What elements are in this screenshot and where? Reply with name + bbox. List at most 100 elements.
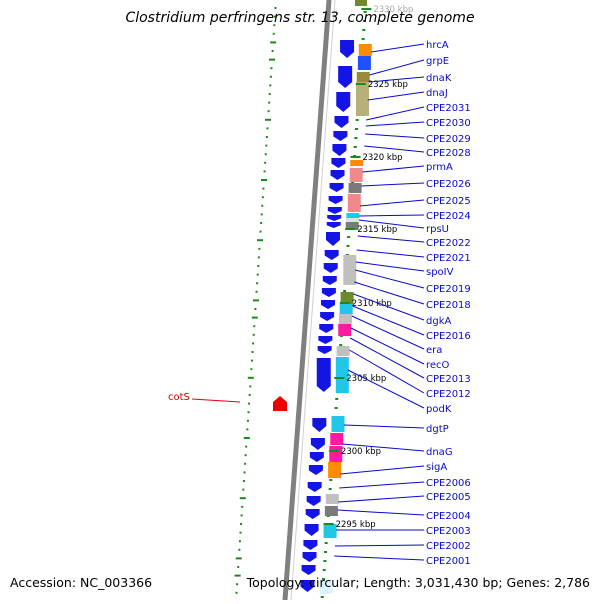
gene-arrow (300, 580, 315, 592)
gene-arrow (306, 496, 321, 506)
gene-leader-line (339, 481, 425, 489)
gene-arrow (326, 222, 341, 228)
gene-leader-line (347, 369, 425, 409)
kbp-label: 2325 kbp (368, 80, 408, 90)
gene-leader-line (338, 495, 425, 503)
gene-label: CPE2006 (426, 478, 471, 489)
gene-feature-block (350, 160, 364, 166)
gene-arrow (305, 509, 320, 519)
gene-leader-line (340, 465, 425, 475)
map-title: Clostridium perfringens str. 13, complet… (125, 10, 475, 26)
gene-label: CPE2024 (426, 211, 471, 222)
gene-label: CPE2030 (426, 118, 471, 129)
gene-label: dnaG (426, 447, 453, 458)
gene-arrow (327, 207, 342, 214)
gene-feature-block (323, 524, 337, 538)
gene-arrow (317, 346, 332, 354)
gene-arrow (336, 92, 351, 112)
gene-label: recO (426, 360, 450, 371)
gene-feature-block (356, 72, 370, 82)
gene-leader-line (349, 337, 425, 379)
gene-leader-line (334, 555, 425, 561)
gene-arrow (333, 131, 348, 141)
gene-leader-line (343, 424, 425, 429)
kbp-label: 2320 kbp (362, 153, 402, 163)
gene-label: CPE2019 (426, 284, 471, 295)
gene-arrow (321, 300, 335, 309)
accession-text: Accession: NC_003366 (10, 575, 153, 590)
gene-feature-block (358, 44, 372, 56)
gene-feature-block (336, 346, 350, 356)
gene-label: dgtP (426, 424, 449, 435)
gene-arrow (325, 232, 340, 246)
gene-label: dgkA (426, 316, 451, 327)
gene-feature-block (330, 433, 344, 445)
gene-feature-block (346, 218, 360, 222)
gene-arrow (307, 482, 322, 492)
gene-label: rpsU (426, 224, 449, 235)
gene-feature-block (339, 304, 353, 314)
gene-arrow (308, 465, 323, 475)
gene-leader-line (334, 544, 425, 547)
gene-arrow (329, 183, 344, 192)
gene-arrow (318, 336, 333, 344)
gene-label: CPE2003 (426, 526, 471, 537)
gene-feature-block (340, 292, 354, 304)
gene-feature-block (348, 183, 362, 193)
gene-arrow (319, 324, 334, 333)
kbp-label: 2295 kbp (336, 520, 376, 530)
gene-feature-block (343, 255, 357, 285)
gene-label: CPE2022 (426, 238, 471, 249)
kbp-label: 2300 kbp (341, 447, 381, 457)
gene-label: CPE2013 (426, 374, 471, 385)
gene-arrow (320, 312, 335, 321)
kbp-label: 2310 kbp (352, 299, 392, 309)
gene-label: dnaK (426, 73, 452, 84)
gene-leader-line (353, 293, 425, 321)
gene-arrow (324, 250, 339, 260)
gene-arrow (328, 196, 343, 204)
gene-label: prmA (426, 162, 453, 173)
gene-arrow (334, 116, 349, 128)
gene-feature-block (355, 82, 369, 116)
gene-label: CPE2021 (426, 253, 471, 264)
gene-label: CPE2016 (426, 331, 471, 342)
gene-feature-block (338, 314, 352, 324)
gene-label: era (426, 345, 442, 356)
gene-leader-line (369, 59, 425, 76)
gene-feature-block (335, 357, 349, 393)
gene-feature-block (319, 580, 333, 594)
gene-leader-line (362, 165, 425, 173)
gene-leader-line (358, 219, 425, 229)
gene-feature-block (357, 56, 371, 70)
gene-leader-line (352, 305, 425, 336)
gene-arrow (303, 540, 318, 550)
backbone-line (282, 0, 332, 601)
gene-feature-block (355, 0, 367, 6)
gene-label: CPE2001 (426, 556, 471, 567)
reverse-gene-marker (273, 396, 287, 411)
gene-arrow (301, 565, 316, 575)
gene-leader-line (371, 43, 425, 53)
gene-feature-block (345, 222, 359, 230)
gene-feature-block (328, 462, 342, 478)
gene-leader-line (349, 349, 425, 394)
gene-label: CPE2026 (426, 179, 471, 190)
gene-label: podK (426, 404, 452, 415)
gene-leader-line (354, 281, 425, 305)
reverse-gene-leader (191, 398, 241, 403)
gene-label: grpE (426, 56, 449, 67)
gene-feature-block (349, 168, 363, 182)
gene-arrow (312, 418, 327, 432)
gene-leader-line (355, 261, 425, 272)
gene-leader-line (364, 145, 425, 153)
gene-arrow (316, 358, 331, 392)
gene-arrow (322, 276, 337, 285)
gene-feature-block (347, 194, 361, 212)
gene-label: CPE2031 (426, 103, 471, 114)
gene-arrow (302, 552, 317, 562)
gene-leader-line (368, 76, 425, 83)
gene-leader-line (361, 182, 425, 187)
gene-label: CPE2002 (426, 541, 471, 552)
